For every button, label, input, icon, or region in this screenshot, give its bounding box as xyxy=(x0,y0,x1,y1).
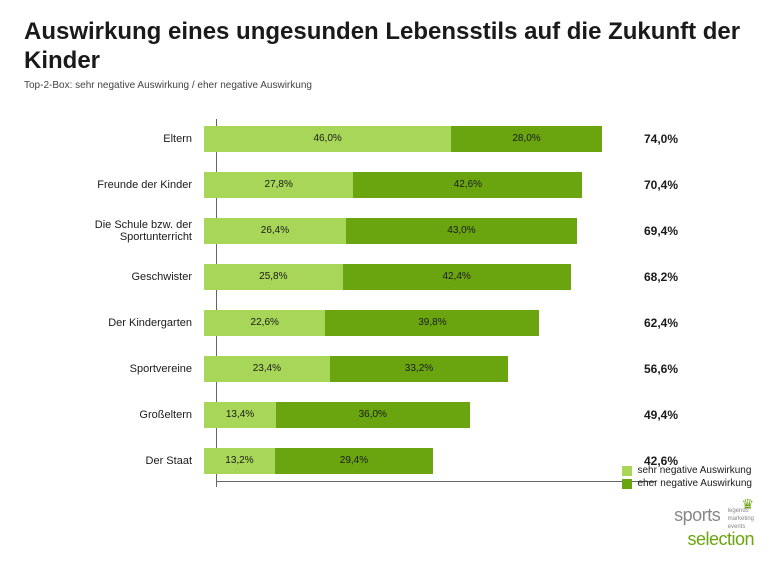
brand-logo: ♛ sports legends marketing events select… xyxy=(674,501,754,547)
chart-row: Geschwister25,8%42,4%68,2% xyxy=(34,257,752,297)
category-label: Der Staat xyxy=(34,455,204,467)
bar-segment-1: 26,4% xyxy=(204,218,346,244)
bar-track: 26,4%43,0% xyxy=(204,218,634,244)
bar-segment-1: 23,4% xyxy=(204,356,330,382)
category-label: Der Kindergarten xyxy=(34,317,204,329)
legend-swatch-icon xyxy=(622,466,632,476)
legend-item: eher negative Auswirkung xyxy=(622,478,752,489)
bar-track: 46,0%28,0% xyxy=(204,126,634,152)
logo-text-selection: selection xyxy=(674,532,754,547)
bar-track: 22,6%39,8% xyxy=(204,310,634,336)
category-label: Die Schule bzw. der Sportunterricht xyxy=(34,219,204,243)
chart-row: Eltern46,0%28,0%74,0% xyxy=(34,119,752,159)
bar-segment-2: 42,6% xyxy=(353,172,582,198)
chart-row: Sportvereine23,4%33,2%56,6% xyxy=(34,349,752,389)
bar-segment-1: 46,0% xyxy=(204,126,451,152)
chart-row: Freunde der Kinder27,8%42,6%70,4% xyxy=(34,165,752,205)
legend-label: eher negative Auswirkung xyxy=(637,478,752,489)
category-label: Großeltern xyxy=(34,409,204,421)
bar-segment-2: 43,0% xyxy=(346,218,577,244)
category-label: Eltern xyxy=(34,133,204,145)
bar-track: 25,8%42,4% xyxy=(204,264,634,290)
total-label: 74,0% xyxy=(634,132,678,146)
bar-track: 23,4%33,2% xyxy=(204,356,634,382)
total-label: 56,6% xyxy=(634,362,678,376)
chart-row: Der Kindergarten22,6%39,8%62,4% xyxy=(34,303,752,343)
category-label: Sportvereine xyxy=(34,363,204,375)
bar-track: 13,2%29,4% xyxy=(204,448,634,474)
category-label: Freunde der Kinder xyxy=(34,179,204,191)
legend-label: sehr negative Auswirkung xyxy=(637,465,751,476)
total-label: 49,4% xyxy=(634,408,678,422)
bar-segment-1: 22,6% xyxy=(204,310,325,336)
bar-segment-2: 29,4% xyxy=(275,448,433,474)
total-label: 68,2% xyxy=(634,270,678,284)
x-axis-line xyxy=(216,481,656,482)
legend-swatch-icon xyxy=(622,479,632,489)
bar-segment-2: 28,0% xyxy=(451,126,602,152)
chart-title: Auswirkung eines ungesunden Lebensstils … xyxy=(24,18,752,76)
bar-segment-1: 13,4% xyxy=(204,402,276,428)
total-label: 70,4% xyxy=(634,178,678,192)
bar-segment-1: 27,8% xyxy=(204,172,353,198)
bar-segment-1: 25,8% xyxy=(204,264,343,290)
chart-row: Die Schule bzw. der Sportunterricht26,4%… xyxy=(34,211,752,251)
legend-item: sehr negative Auswirkung xyxy=(622,465,752,476)
bar-track: 13,4%36,0% xyxy=(204,402,634,428)
bar-segment-2: 42,4% xyxy=(343,264,571,290)
bar-track: 27,8%42,6% xyxy=(204,172,634,198)
chart-subtitle: Top-2-Box: sehr negative Auswirkung / eh… xyxy=(24,80,752,91)
bar-segment-2: 33,2% xyxy=(330,356,508,382)
bar-segment-2: 36,0% xyxy=(276,402,470,428)
bar-segment-1: 13,2% xyxy=(204,448,275,474)
chart-area: Eltern46,0%28,0%74,0%Freunde der Kinder2… xyxy=(34,119,752,481)
bar-segment-2: 39,8% xyxy=(325,310,539,336)
category-label: Geschwister xyxy=(34,271,204,283)
chart-row: Großeltern13,4%36,0%49,4% xyxy=(34,395,752,435)
total-label: 62,4% xyxy=(634,316,678,330)
total-label: 69,4% xyxy=(634,224,678,238)
legend: sehr negative Auswirkung eher negative A… xyxy=(622,465,752,491)
logo-text-sports: sports xyxy=(674,505,720,525)
